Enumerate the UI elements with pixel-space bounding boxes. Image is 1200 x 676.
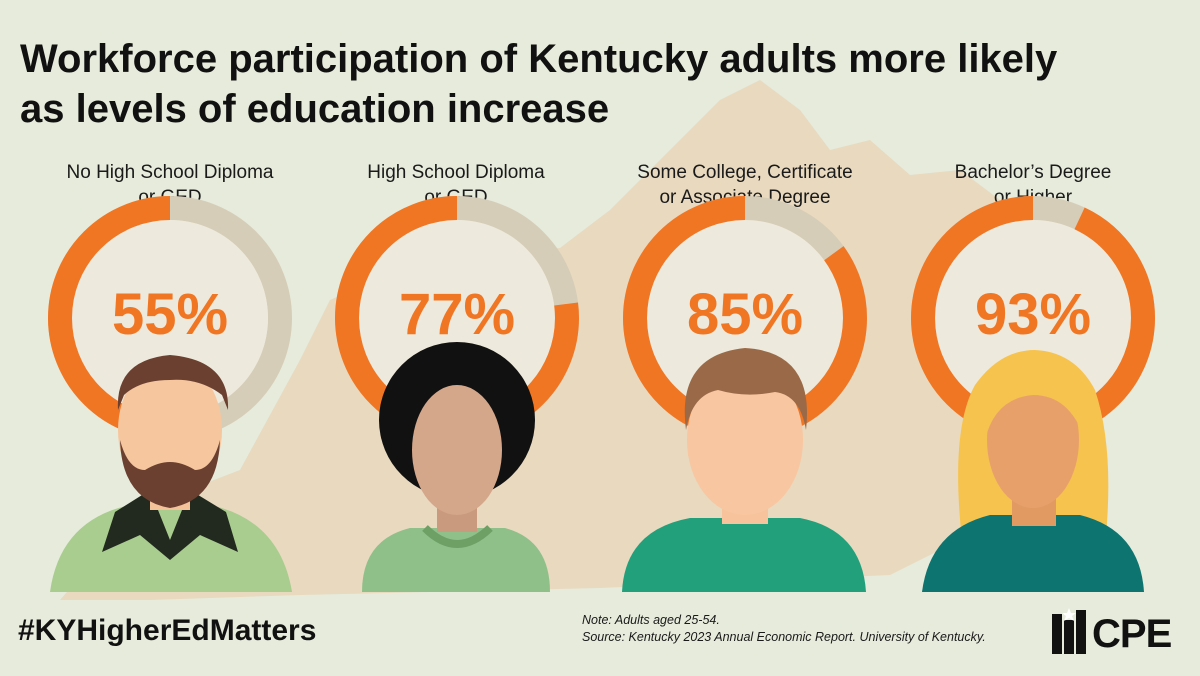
shirt	[622, 518, 866, 592]
collar	[422, 525, 493, 548]
cpe-logo-icon	[1052, 608, 1086, 654]
footnote: Note: Adults aged 25-54. Source: Kentuck…	[582, 612, 1042, 646]
face	[687, 365, 803, 515]
logo-mark-star	[1062, 608, 1076, 621]
source-text: Source: Kentucky 2023 Annual Economic Re…	[582, 630, 986, 644]
hair	[117, 355, 229, 410]
category-label-line-1: Some College, Certificate	[637, 162, 853, 183]
title-line-1: Workforce participation of Kentucky adul…	[20, 37, 1058, 81]
category-label-line-1: Bachelor’s Degree	[954, 162, 1112, 183]
title-line-2: as levels of education increase	[20, 87, 610, 131]
curly-haired-person-illustration	[362, 342, 550, 592]
collar	[102, 490, 238, 560]
page-title: Workforce participation of Kentucky adul…	[20, 34, 1180, 134]
kentucky-map-shape	[60, 80, 1120, 600]
percent-label-high-school: 77%	[399, 282, 515, 347]
category-label-line-1: No High School Diploma	[66, 162, 274, 183]
blonde-woman-illustration	[922, 350, 1144, 592]
percent-label-no-high-school: 55%	[112, 282, 228, 347]
percent-label-some-college: 85%	[687, 282, 803, 347]
hair-front	[984, 362, 1086, 440]
face	[987, 372, 1079, 508]
hashtag: #KYHigherEdMatters	[18, 614, 317, 647]
logo-mark-bar	[1052, 614, 1062, 654]
percent-labels: 55% 77% 85% 93%	[112, 282, 1091, 347]
donut-hole-no-high-school	[72, 220, 268, 416]
beard	[120, 440, 220, 508]
logo-mark-bar	[1064, 620, 1074, 654]
category-label-line-1: High School Diploma	[367, 162, 545, 183]
bearded-man-illustration	[50, 355, 292, 592]
cpe-logo-text: CPE	[1092, 612, 1172, 656]
hair	[684, 348, 808, 430]
shirt	[922, 515, 1144, 592]
face	[412, 385, 502, 515]
donut-hole-bachelors	[935, 220, 1131, 416]
note-text: Note: Adults aged 25-54.	[582, 613, 720, 627]
percent-label-bachelors: 93%	[975, 282, 1091, 347]
logo-mark-bar	[1076, 610, 1086, 654]
donut-hole-some-college	[647, 220, 843, 416]
short-haired-man-illustration	[622, 348, 866, 592]
face	[118, 360, 222, 500]
shirt	[362, 528, 550, 592]
